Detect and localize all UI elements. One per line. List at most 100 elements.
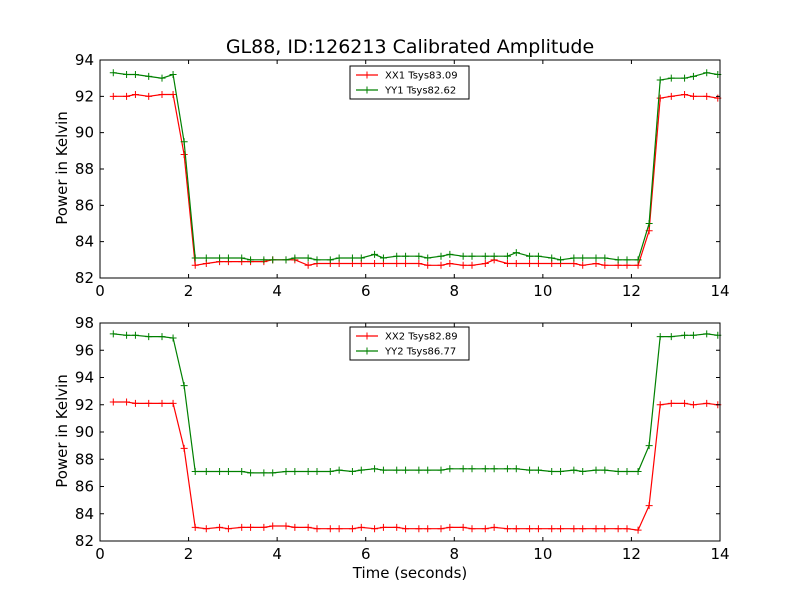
- data-point: [304, 523, 312, 531]
- data-point: [393, 252, 401, 260]
- data-point: [548, 468, 556, 476]
- data-point: [526, 252, 534, 260]
- data-point: [703, 399, 711, 407]
- legend-box-2: [349, 326, 470, 361]
- data-point: [689, 401, 697, 409]
- data-point: [534, 259, 542, 267]
- data-point: [656, 76, 664, 84]
- data-point: [282, 256, 290, 264]
- data-point: [371, 250, 379, 258]
- data-point: [570, 254, 578, 262]
- data-point: [703, 330, 711, 338]
- data-point: [269, 522, 277, 530]
- data-point: [402, 259, 410, 267]
- x-tick-label: 8: [450, 282, 460, 300]
- data-point: [667, 333, 675, 341]
- data-point: [681, 399, 689, 407]
- data-point: [216, 254, 224, 262]
- data-point: [335, 254, 343, 262]
- data-point: [238, 523, 246, 531]
- data-point: [260, 523, 268, 531]
- data-point: [614, 256, 622, 264]
- data-point: [548, 525, 556, 533]
- x-tick-label: 0: [95, 282, 105, 300]
- data-point: [601, 525, 609, 533]
- data-point: [557, 525, 565, 533]
- data-point: [402, 252, 410, 260]
- data-point: [446, 250, 454, 258]
- data-point: [247, 469, 255, 477]
- data-point: [379, 254, 387, 262]
- data-point: [291, 468, 299, 476]
- data-point: [415, 259, 423, 267]
- data-point: [424, 466, 432, 474]
- data-point: [667, 92, 675, 100]
- data-point: [459, 523, 467, 531]
- data-point: [216, 523, 224, 531]
- data-point: [169, 91, 177, 99]
- data-point: [402, 525, 410, 533]
- data-point: [357, 254, 365, 262]
- data-point: [335, 466, 343, 474]
- data-point: [269, 256, 277, 264]
- data-point: [534, 466, 542, 474]
- data-point: [109, 398, 117, 406]
- data-point: [371, 465, 379, 473]
- data-point: [371, 259, 379, 267]
- data-point: [145, 72, 153, 80]
- y-tick-label: 94: [75, 369, 94, 387]
- data-point: [459, 252, 467, 260]
- y-axis-label-bottom: Power in Kelvin: [53, 374, 71, 488]
- y-tick-label: 90: [75, 423, 94, 441]
- data-point: [468, 525, 476, 533]
- data-point: [534, 252, 542, 260]
- legend-marker: [363, 71, 371, 79]
- y-tick-label: 84: [75, 505, 94, 523]
- data-point: [191, 468, 199, 476]
- data-point: [424, 261, 432, 269]
- y-tick-label: 86: [75, 478, 94, 496]
- data-point: [247, 256, 255, 264]
- data-point: [304, 254, 312, 262]
- data-point: [180, 150, 188, 158]
- data-point: [326, 468, 334, 476]
- data-point: [191, 523, 199, 531]
- data-point: [437, 252, 445, 260]
- data-point: [503, 525, 511, 533]
- data-point: [446, 523, 454, 531]
- data-point: [512, 465, 520, 473]
- data-point: [579, 261, 587, 269]
- y-tick-label: 82: [75, 269, 94, 287]
- data-point: [689, 72, 697, 80]
- y-tick-label: 98: [75, 314, 94, 332]
- data-point: [645, 502, 653, 510]
- data-point: [579, 525, 587, 533]
- data-point: [689, 92, 697, 100]
- chart-panel-2: 0 2 4 6 8 10 12 14 82 84 86 88 90 92 94 96 98 XX2 Tsys82.…: [75, 314, 730, 563]
- data-point: [393, 523, 401, 531]
- data-point: [291, 523, 299, 531]
- data-point: [490, 465, 498, 473]
- data-point: [282, 468, 290, 476]
- data-point: [645, 220, 653, 227]
- data-point: [468, 252, 476, 260]
- data-point: [601, 254, 609, 262]
- data-point: [481, 465, 489, 473]
- x-tick-label: 4: [272, 282, 282, 300]
- data-point: [109, 69, 117, 77]
- x-tick-label: 12: [622, 282, 641, 300]
- data-point: [548, 254, 556, 262]
- data-point: [216, 468, 224, 476]
- data-point: [503, 252, 511, 260]
- data-point: [601, 261, 609, 269]
- data-point: [623, 468, 631, 476]
- legend-entry-label: YY2 Tsys86.77: [384, 347, 456, 358]
- data-point: [348, 468, 356, 476]
- legend-marker: [363, 332, 371, 340]
- y-tick-label: 82: [75, 532, 94, 550]
- data-point: [131, 91, 139, 99]
- data-point: [348, 254, 356, 262]
- data-point: [269, 469, 277, 477]
- legend-box-1: [349, 65, 470, 100]
- y-tick-label: 92: [75, 87, 94, 105]
